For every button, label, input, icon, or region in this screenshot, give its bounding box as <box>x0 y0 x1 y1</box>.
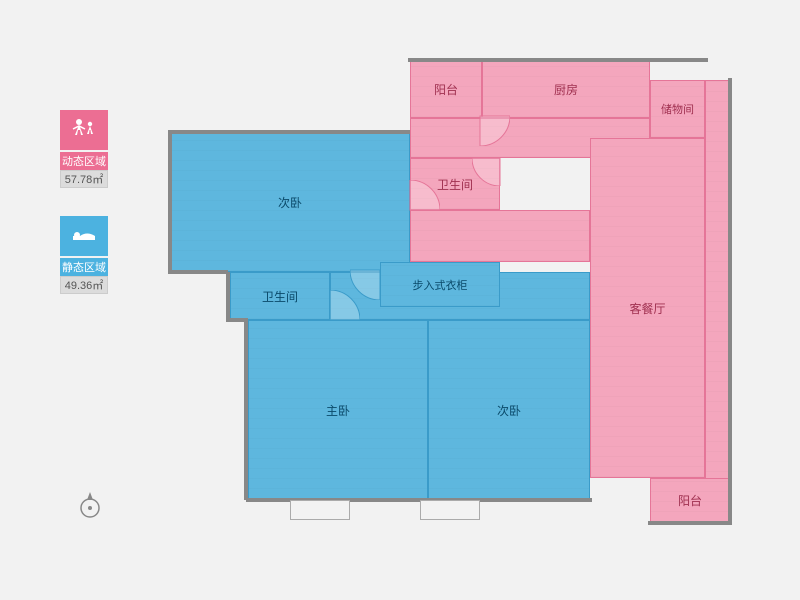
people-icon <box>60 110 108 150</box>
wall-segment <box>226 318 248 322</box>
wall-segment <box>226 272 230 322</box>
window-notch <box>420 500 480 520</box>
room-closet: 步入式衣柜 <box>380 262 500 307</box>
wall-segment <box>728 78 732 525</box>
wall-segment <box>648 521 732 525</box>
room-master: 主卧 <box>248 320 428 500</box>
wall-segment <box>244 318 248 500</box>
room-bedroom2a: 次卧 <box>170 132 410 272</box>
legend-static-value: 49.36㎡ <box>60 276 108 294</box>
legend-dynamic-label: 动态区域 <box>60 152 108 170</box>
legend-static-label: 静态区域 <box>60 258 108 276</box>
room-bathroom2: 卫生间 <box>230 272 330 320</box>
room-balcony_br: 阳台 <box>650 478 730 523</box>
room-bedroom2b: 次卧 <box>428 320 590 500</box>
wall-segment <box>168 130 410 134</box>
window-notch <box>290 500 350 520</box>
room-balcony_top: 阳台 <box>410 60 482 118</box>
room-balcony_edge <box>705 80 730 523</box>
room-hall <box>410 210 590 262</box>
floor-plan: 客餐厅厨房阳台储物间卫生间阳台次卧卫生间步入式衣柜主卧次卧 <box>170 60 745 565</box>
sleep-icon <box>60 216 108 256</box>
room-storage: 储物间 <box>650 80 705 138</box>
legend-dynamic: 动态区域 57.78㎡ <box>60 110 120 188</box>
room-kitchen: 厨房 <box>482 60 650 118</box>
room-living: 客餐厅 <box>590 138 705 478</box>
legend-static: 静态区域 49.36㎡ <box>60 216 120 294</box>
legend-dynamic-value: 57.78㎡ <box>60 170 108 188</box>
wall-segment <box>168 270 228 274</box>
compass-icon <box>75 490 105 520</box>
wall-segment <box>408 58 708 62</box>
wall-segment <box>168 130 172 274</box>
room-bathroom1: 卫生间 <box>410 158 500 210</box>
legend: 动态区域 57.78㎡ 静态区域 49.36㎡ <box>60 110 120 322</box>
